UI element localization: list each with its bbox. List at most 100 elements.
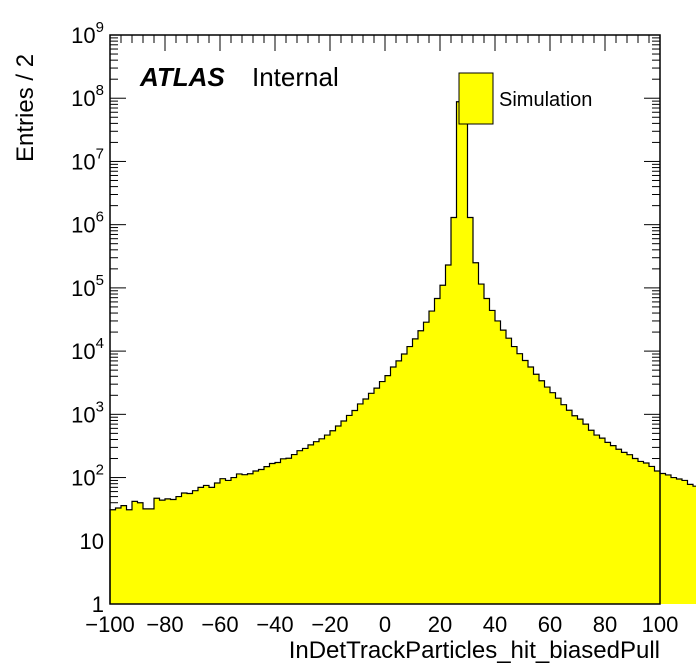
histogram-bar: [203, 485, 210, 604]
histogram-bar: [407, 346, 413, 604]
histogram-bar: [418, 330, 424, 604]
histogram-bar: [148, 508, 155, 604]
histogram-bar: [231, 477, 237, 604]
histogram-bar: [143, 508, 149, 604]
x-tick-label: −40: [256, 612, 293, 637]
histogram-bar: [165, 498, 171, 604]
histogram-bar: [495, 320, 501, 604]
histogram-bar: [286, 458, 292, 604]
histogram-bar: [291, 454, 298, 604]
histogram-bar: [649, 466, 655, 604]
histogram-bar: [566, 410, 573, 604]
histogram-bar: [555, 398, 562, 604]
histogram-bar: [456, 101, 463, 604]
histogram-bar: [335, 425, 342, 604]
histogram-bar: [269, 463, 276, 604]
x-tick-label: 60: [538, 612, 562, 637]
histogram-bar: [583, 424, 589, 604]
histogram-bar: [577, 419, 584, 604]
histogram-bar: [319, 438, 325, 604]
histogram-bar: [154, 498, 160, 604]
histogram-bar: [159, 500, 166, 604]
histogram-bar: [632, 458, 639, 604]
histogram-bar: [638, 461, 644, 604]
histogram-bar: [115, 507, 122, 604]
histogram-bar: [599, 438, 606, 604]
histogram-bar: [176, 496, 182, 604]
histogram-bar: [489, 310, 496, 604]
histogram-bar: [275, 462, 281, 604]
histogram-bar: [434, 298, 441, 604]
histogram-bar: [390, 367, 397, 604]
histogram-bar: [561, 404, 567, 604]
histogram-bar: [484, 298, 490, 604]
histogram-bar: [511, 346, 518, 604]
histogram-bar: [544, 387, 551, 604]
histogram-bar: [616, 449, 622, 604]
histogram-bar: [605, 442, 611, 604]
histogram-bar: [385, 375, 391, 604]
y-tick-label: 106: [71, 209, 104, 238]
histogram-bar: [423, 322, 430, 604]
x-axis-title: InDetTrackParticles_hit_biasedPull: [289, 637, 660, 664]
histogram-bar: [594, 435, 600, 604]
histogram-bar: [643, 462, 650, 604]
histogram-bar: [665, 474, 672, 604]
histogram-bar: [280, 458, 287, 604]
histogram-bar: [170, 499, 177, 604]
histogram-bar: [253, 470, 259, 604]
histogram-bar: [187, 493, 193, 604]
histogram-bar: [220, 478, 226, 604]
histogram-bar: [236, 473, 243, 604]
legend-label: Simulation: [499, 89, 592, 111]
histogram-bar: [324, 435, 331, 604]
x-tick-label: −80: [146, 612, 183, 637]
histogram-bar: [522, 360, 529, 604]
y-tick-label: 107: [71, 145, 104, 174]
histogram-bar: [357, 403, 364, 604]
plot-frame: [109, 34, 661, 605]
y-tick-label: 104: [71, 335, 104, 364]
x-tick-label: 80: [593, 612, 617, 637]
histogram-bar: [539, 380, 545, 604]
histogram-bar: [396, 360, 402, 604]
histogram-bar: [478, 284, 485, 604]
histogram-bar: [363, 398, 369, 604]
internal-label: Internal: [252, 62, 339, 92]
histogram-bar: [429, 311, 435, 604]
atlas-label: ATLAS: [139, 62, 225, 92]
histogram-bar: [313, 441, 320, 604]
histogram-bar: [346, 415, 353, 604]
histogram-bar: [467, 217, 474, 604]
histogram-bar: [550, 392, 556, 604]
histogram-bar: [110, 509, 116, 604]
histogram-bar: [247, 473, 254, 604]
histogram-bar: [671, 477, 677, 604]
x-tick-label: 20: [428, 612, 452, 637]
y-tick-label: 1: [92, 592, 104, 617]
tick-labels: −100 −80 −60 −40 −20 0 20 40 60 80 100 1 10 102 103 104…: [71, 19, 678, 637]
histogram-bar: [462, 101, 468, 604]
histogram-bar: [654, 470, 661, 604]
histogram-bar: [500, 330, 507, 604]
histogram-bar: [368, 393, 375, 604]
legend-swatch: [458, 72, 494, 125]
histogram-bar: [258, 469, 265, 604]
histogram-bar: [181, 492, 188, 604]
histogram-bar: [121, 505, 127, 604]
histogram-bar: [374, 388, 380, 604]
histogram-bar: [627, 454, 633, 604]
histogram-bar: [126, 509, 133, 604]
histogram-bar: [533, 374, 540, 604]
histogram-bar: [572, 415, 578, 604]
histogram-bar: [693, 486, 696, 604]
histogram-bar: [330, 430, 336, 604]
x-tick-label: −20: [311, 612, 348, 637]
histogram-bar: [264, 466, 270, 604]
histogram-bar: [473, 262, 479, 604]
y-tick-label: 103: [71, 398, 104, 427]
histogram-bar: [660, 473, 666, 604]
histogram-bar: [506, 338, 512, 604]
histogram-bar: [401, 354, 408, 604]
